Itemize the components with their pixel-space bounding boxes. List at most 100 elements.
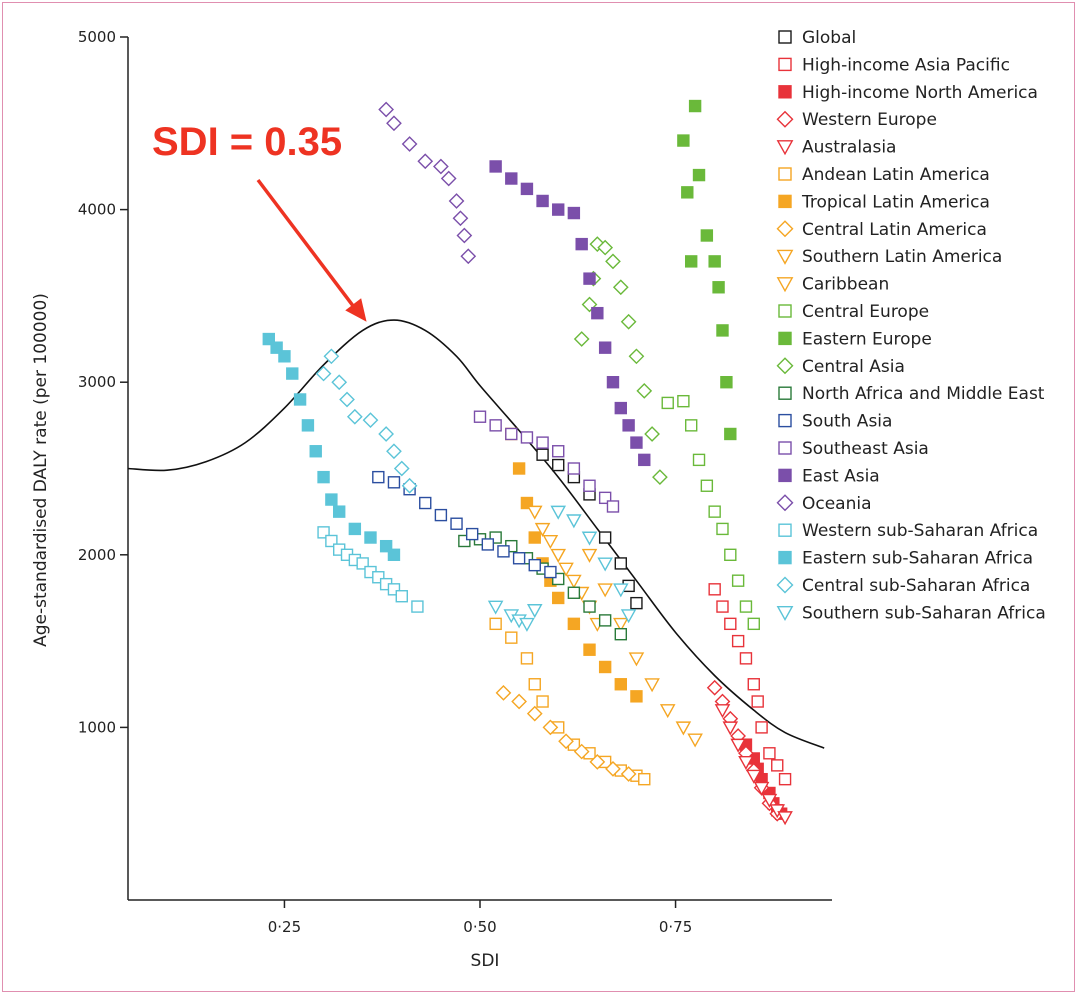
data-point bbox=[489, 419, 502, 432]
data-point bbox=[598, 531, 612, 544]
data-point bbox=[692, 453, 706, 467]
legend-marker bbox=[778, 413, 792, 428]
data-point bbox=[481, 538, 495, 551]
legend-item: North Africa and Middle East bbox=[778, 384, 1045, 404]
data-point bbox=[401, 477, 418, 494]
data-point bbox=[317, 526, 330, 539]
data-point bbox=[739, 652, 753, 665]
data-point bbox=[460, 248, 477, 265]
data-point bbox=[489, 160, 502, 173]
data-point bbox=[605, 760, 621, 777]
data-point bbox=[511, 693, 527, 710]
x-tick-label: 0·50 bbox=[463, 918, 496, 936]
data-point bbox=[520, 182, 534, 196]
data-point bbox=[387, 583, 401, 596]
data-point bbox=[606, 500, 620, 513]
data-point bbox=[731, 634, 745, 648]
data-point bbox=[552, 591, 565, 605]
legend-label: Andean Latin America bbox=[802, 165, 990, 185]
expected-curve bbox=[127, 319, 825, 749]
x-tick-label: 0·75 bbox=[659, 918, 692, 936]
legend-label: Southern sub-Saharan Africa bbox=[802, 603, 1046, 623]
legend-item: Oceania bbox=[776, 494, 872, 514]
data-point bbox=[583, 600, 596, 613]
data-point bbox=[395, 590, 408, 603]
data-point bbox=[614, 627, 627, 641]
legend-marker bbox=[778, 57, 792, 72]
data-point bbox=[450, 517, 463, 530]
data-point bbox=[536, 448, 549, 461]
legend-label: High-income North America bbox=[802, 83, 1038, 103]
data-point bbox=[301, 419, 315, 432]
data-point bbox=[393, 460, 410, 477]
data-point bbox=[613, 617, 629, 632]
series-central-europe bbox=[661, 394, 760, 631]
legend-marker bbox=[778, 331, 792, 346]
legend-label: Oceania bbox=[802, 494, 872, 514]
y-tick-label: 2000 bbox=[78, 546, 116, 564]
data-point bbox=[692, 168, 706, 182]
data-point bbox=[688, 99, 702, 113]
points-layer bbox=[262, 99, 793, 826]
data-point bbox=[659, 704, 676, 719]
data-point bbox=[675, 721, 692, 736]
data-point bbox=[613, 583, 629, 598]
data-point bbox=[620, 609, 637, 624]
data-point bbox=[638, 453, 651, 467]
series-central-latin-america bbox=[495, 685, 637, 782]
data-point bbox=[751, 695, 764, 708]
legend-label: Central Europe bbox=[802, 302, 929, 322]
legend-marker bbox=[778, 523, 792, 537]
data-point bbox=[583, 643, 596, 656]
legend-label: Central Asia bbox=[802, 357, 905, 377]
expected-curve-layer bbox=[127, 319, 825, 749]
legend-item: Eastern Europe bbox=[778, 329, 932, 349]
data-point bbox=[526, 604, 543, 619]
data-point bbox=[724, 548, 737, 561]
legend-item: Western Europe bbox=[776, 110, 937, 130]
data-point bbox=[706, 679, 723, 696]
data-point bbox=[419, 496, 432, 510]
data-point bbox=[687, 733, 703, 748]
legend-marker bbox=[778, 194, 792, 209]
legend-marker bbox=[776, 357, 794, 375]
data-point bbox=[348, 522, 362, 536]
data-point bbox=[598, 660, 612, 674]
legend-item: Central Asia bbox=[776, 357, 905, 377]
data-point bbox=[681, 186, 694, 199]
data-point bbox=[566, 514, 582, 529]
data-point bbox=[387, 476, 401, 489]
data-point bbox=[739, 600, 753, 613]
legend-marker bbox=[778, 386, 792, 400]
data-point bbox=[722, 721, 739, 736]
data-point bbox=[433, 158, 449, 175]
legend-marker bbox=[778, 30, 792, 44]
data-point bbox=[769, 804, 786, 819]
data-point bbox=[708, 583, 721, 596]
data-point bbox=[630, 436, 643, 449]
legend-item: High-income Asia Pacific bbox=[778, 55, 1010, 75]
legend-marker bbox=[778, 468, 792, 483]
data-point bbox=[520, 652, 534, 665]
data-point bbox=[567, 617, 581, 631]
legend-label: Southeast Asia bbox=[802, 439, 929, 459]
data-point bbox=[583, 479, 596, 492]
data-point bbox=[753, 781, 770, 796]
legend-label: Central Latin America bbox=[802, 220, 987, 240]
data-point bbox=[598, 341, 612, 354]
legend-item: Western sub-Saharan Africa bbox=[778, 521, 1038, 541]
legend-marker bbox=[776, 220, 794, 238]
data-point bbox=[401, 136, 418, 152]
data-point bbox=[552, 458, 565, 472]
data-point bbox=[628, 652, 645, 667]
data-point bbox=[630, 690, 643, 703]
data-point bbox=[620, 313, 637, 330]
data-point bbox=[566, 574, 582, 589]
y-tick-label: 4000 bbox=[78, 201, 116, 219]
series-western-sub-saharan-africa bbox=[317, 526, 424, 613]
data-point bbox=[378, 426, 394, 442]
y-tick-label: 5000 bbox=[78, 28, 116, 46]
series-south-asia bbox=[372, 470, 557, 579]
legend-label: North Africa and Middle East bbox=[802, 384, 1045, 404]
